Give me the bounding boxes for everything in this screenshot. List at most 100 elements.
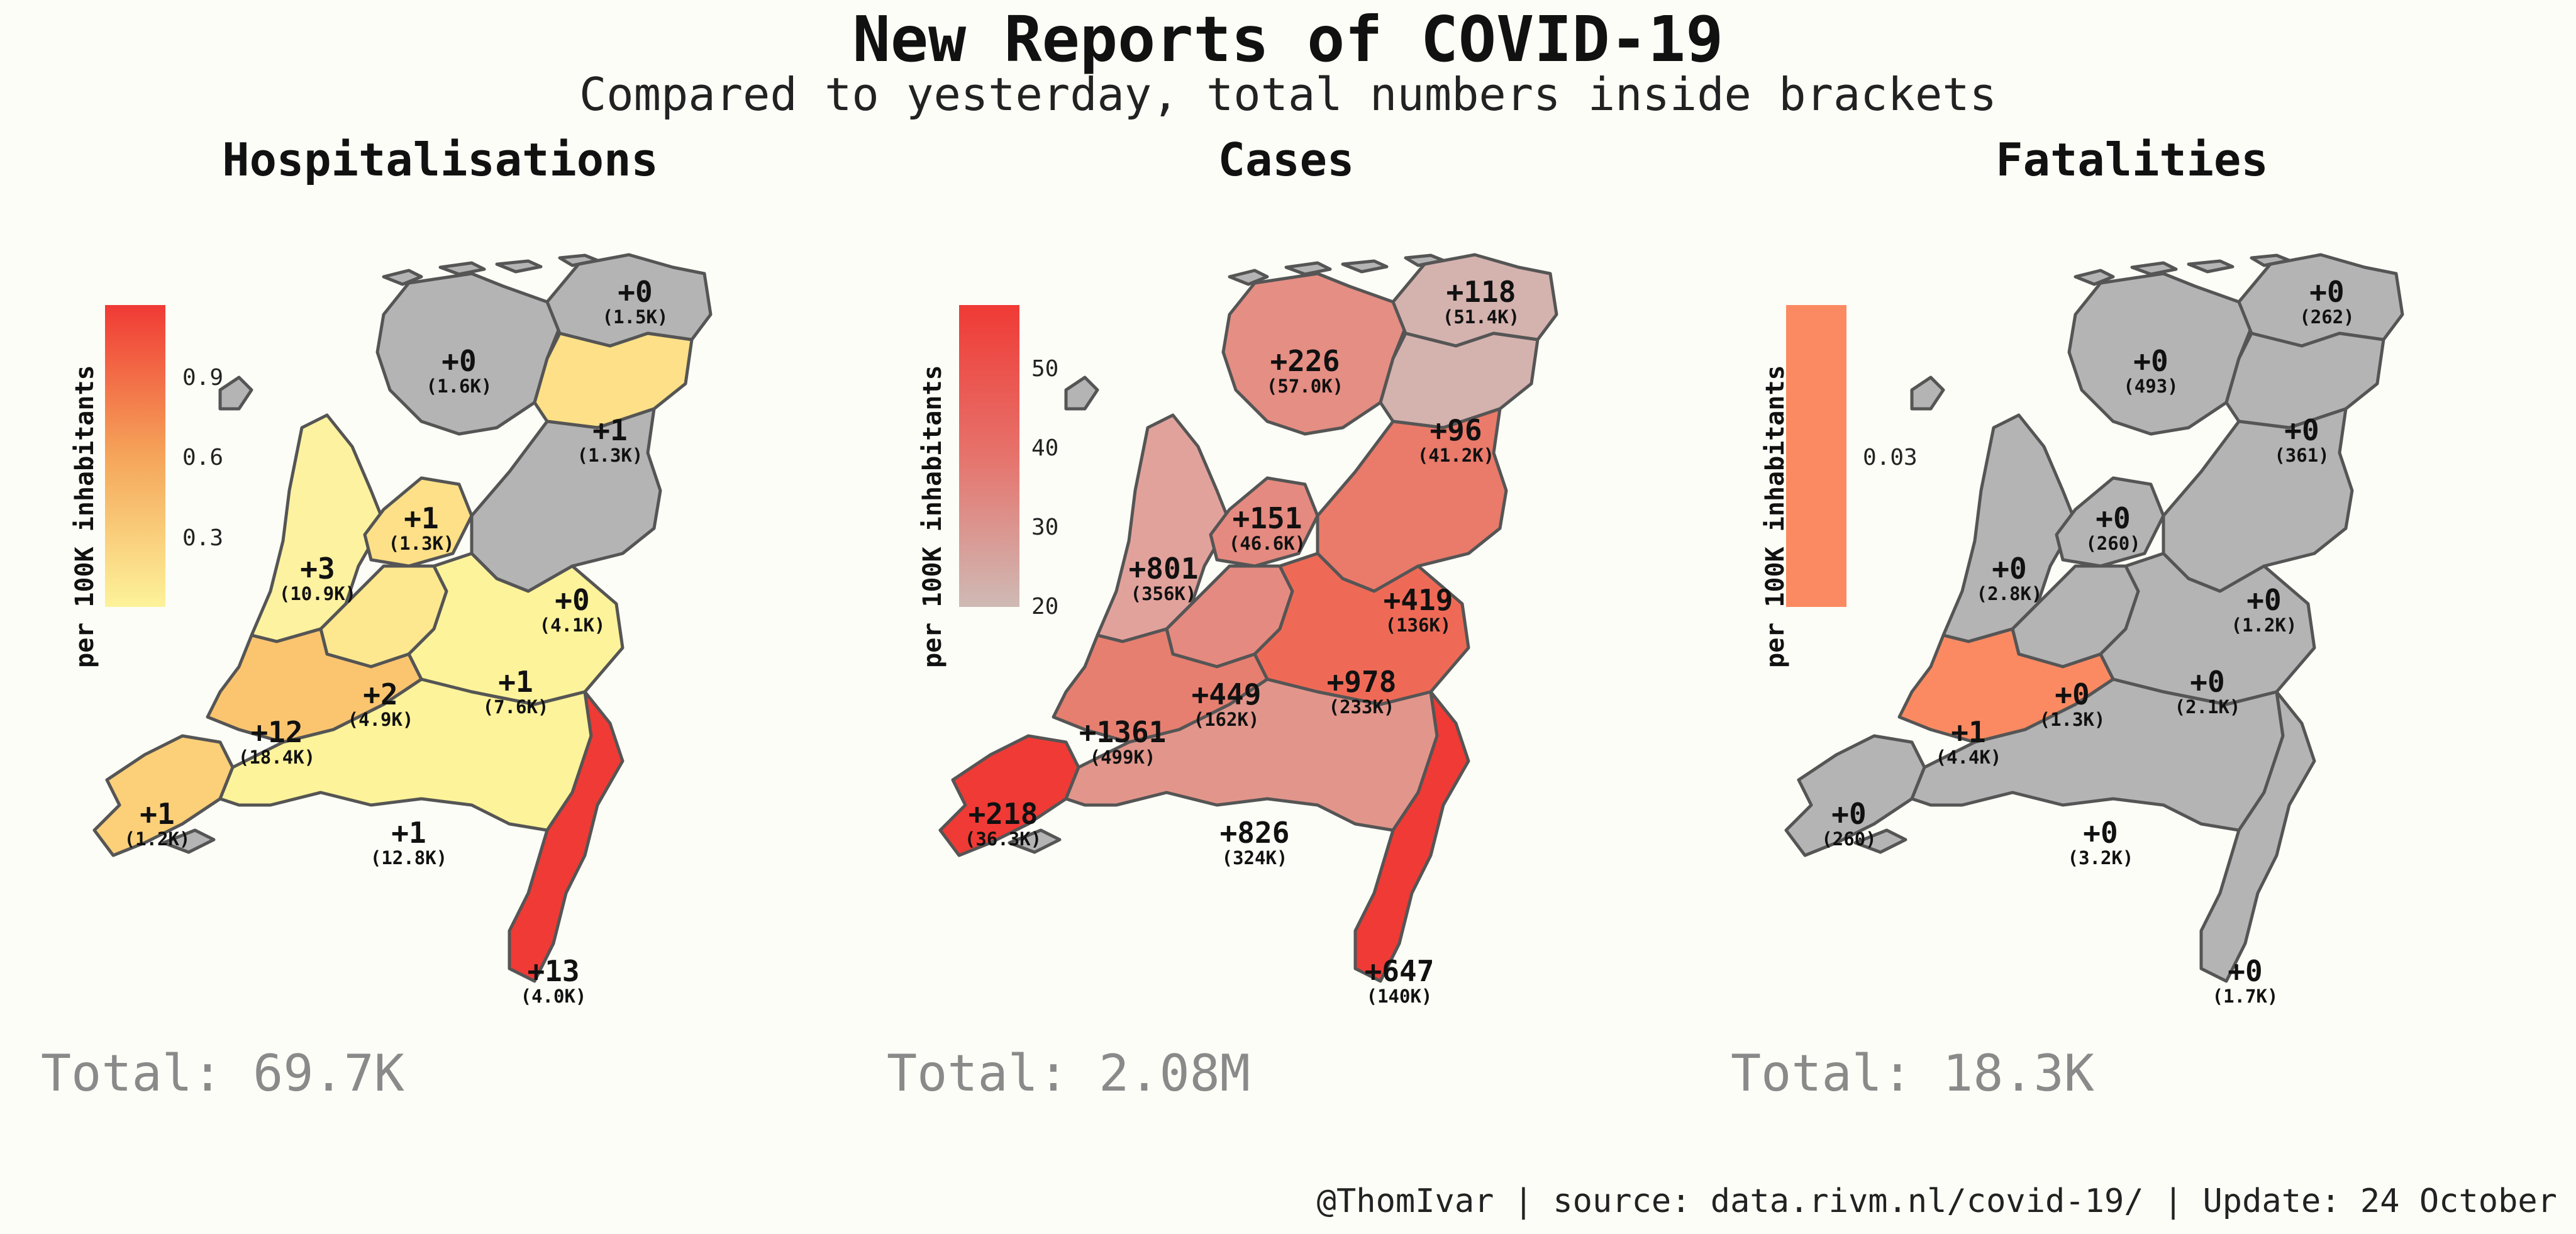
province-total-label: (1.7K) — [2212, 986, 2279, 1007]
province-value-label: +0 — [2284, 413, 2319, 447]
province-value-label: +2 — [363, 677, 397, 711]
province-total-label: (1.3K) — [577, 445, 643, 466]
province-total-label: (7.6K) — [483, 696, 549, 718]
map-cases: +226(57.0K) +118(51.4K) +96(41.2K) +801(356… — [938, 253, 1558, 1007]
province-total-label: (1.6K) — [426, 375, 492, 397]
province-total-label: (1.2K) — [125, 828, 191, 850]
total-cases: Total: 2.08M — [887, 1044, 1250, 1103]
province-total-label: (493) — [2123, 375, 2178, 397]
province-value-label: +1 — [592, 413, 627, 447]
province-value-label: +1 — [140, 797, 174, 831]
province-value-label: +12 — [250, 715, 303, 749]
footer-source: @ThomIvar | source: data.rivm.nl/covid-1… — [1316, 1182, 2557, 1220]
province-value-label: +218 — [969, 797, 1038, 831]
province-overijssel — [2162, 407, 2354, 593]
legend-tick: 0.3 — [182, 525, 224, 551]
province-total-label: (1.3K) — [389, 533, 455, 554]
province-value-label: +1 — [498, 665, 533, 699]
legend-tick: 30 — [1031, 514, 1059, 540]
province-value-label: +647 — [1365, 954, 1435, 988]
province-total-label: (2.8K) — [1977, 583, 2043, 604]
province-total-label: (57.0K) — [1267, 375, 1343, 397]
province-value-label: +3 — [300, 552, 335, 586]
province-total-label: (162K) — [1194, 709, 1260, 730]
island-shape — [2187, 259, 2235, 274]
island-shape — [1853, 828, 1907, 854]
province-total-label: (260) — [2085, 533, 2140, 554]
province-total-label: (361) — [2274, 445, 2329, 466]
province-value-label: +0 — [1831, 797, 1866, 831]
province-total-label: (1.3K) — [2040, 709, 2106, 730]
province-value-label: +226 — [1270, 344, 1340, 378]
province-total-label: (2.1K) — [2175, 696, 2241, 718]
province-value-label: +449 — [1192, 677, 1262, 711]
province-flevoland — [1209, 476, 1319, 568]
province-total-label: (324K) — [1222, 847, 1288, 869]
island-shape — [495, 259, 543, 274]
province-value-label: +1 — [391, 816, 426, 850]
province-total-label: (18.4K) — [238, 747, 315, 768]
island-shape — [2130, 261, 2178, 276]
chart-title: New Reports of COVID-19 — [852, 3, 1724, 76]
province-limburg — [508, 690, 625, 983]
legend-tick: 0.9 — [182, 365, 224, 391]
map-hospitalisations: +0(1.6K)+0(1.5K)+1(1.3K)+3(10.9K)+1(1.3K… — [92, 253, 713, 1007]
province-total-label: (4.4K) — [1936, 747, 2002, 768]
province-zeeland — [938, 734, 1080, 857]
province-value-label: +0 — [2246, 583, 2281, 617]
total-hospitalisations: Total: 69.7K — [41, 1044, 404, 1103]
island-shape — [1228, 269, 1269, 286]
province-value-label: +0 — [2133, 344, 2168, 378]
province-total-label: (12.8K) — [370, 847, 447, 869]
province-value-label: +1 — [1951, 715, 1985, 749]
province-value-label: +801 — [1129, 552, 1199, 586]
province-total-label: (1.5K) — [602, 306, 669, 328]
province-zeeland — [92, 734, 235, 857]
province-limburg — [2199, 690, 2316, 983]
panel-title-fatalities: Fatalities — [1996, 133, 2268, 186]
province-total-label: (3.2K) — [2068, 847, 2134, 869]
chart-subtitle: Compared to yesterday, total numbers ins… — [579, 68, 1997, 121]
legend-tick: 20 — [1031, 594, 1059, 620]
province-value-label: +0 — [555, 583, 589, 617]
province-total-label: (499K) — [1090, 747, 1156, 768]
province-value-label: +1 — [404, 501, 438, 535]
province-total-label: (51.4K) — [1443, 306, 1519, 328]
province-limburg — [1353, 690, 1470, 983]
province-value-label: +0 — [2096, 501, 2130, 535]
island-shape — [438, 261, 486, 276]
province-value-label: +0 — [618, 275, 652, 309]
island-shape — [1284, 261, 1332, 276]
province-flevoland — [363, 476, 474, 568]
province-total-label: (41.2K) — [1418, 445, 1494, 466]
island-shape — [218, 375, 253, 411]
province-zeeland — [1784, 734, 1926, 857]
island-shape — [1910, 375, 1945, 411]
province-total-label: (10.9K) — [279, 583, 356, 604]
province-total-label: (36.3K) — [965, 828, 1041, 850]
island-shape — [1341, 259, 1389, 274]
panel-title-hospitalisations: Hospitalisations — [222, 133, 658, 186]
total-fatalities: Total: 18.3K — [1731, 1044, 2094, 1103]
province-value-label: +0 — [1992, 552, 2026, 586]
province-value-label: +0 — [2309, 275, 2344, 309]
legend-tick: 40 — [1031, 435, 1059, 461]
province-total-label: (233K) — [1329, 696, 1395, 718]
province-total-label: (1.2K) — [2231, 614, 2297, 636]
province-value-label: +151 — [1233, 501, 1302, 535]
panel-title-cases: Cases — [1218, 133, 1355, 186]
island-shape — [382, 269, 423, 286]
island-shape — [2074, 269, 2115, 286]
island-shape — [1064, 375, 1099, 411]
province-value-label: +1361 — [1079, 715, 1166, 749]
province-total-label: (140K) — [1367, 986, 1433, 1007]
province-total-label: (4.1K) — [540, 614, 606, 636]
province-total-label: (260) — [1821, 828, 1876, 850]
map-fatalities: +0(493)+0(262)+0(361)+0(2.8K)+0(260)+0(1… — [1784, 253, 2404, 1007]
province-value-label: +96 — [1430, 413, 1482, 447]
province-total-label: (4.9K) — [348, 709, 414, 730]
province-total-label: (356K) — [1131, 583, 1197, 604]
island-shape — [162, 828, 216, 854]
province-value-label: +419 — [1384, 583, 1453, 617]
province-value-label: +978 — [1327, 665, 1397, 699]
